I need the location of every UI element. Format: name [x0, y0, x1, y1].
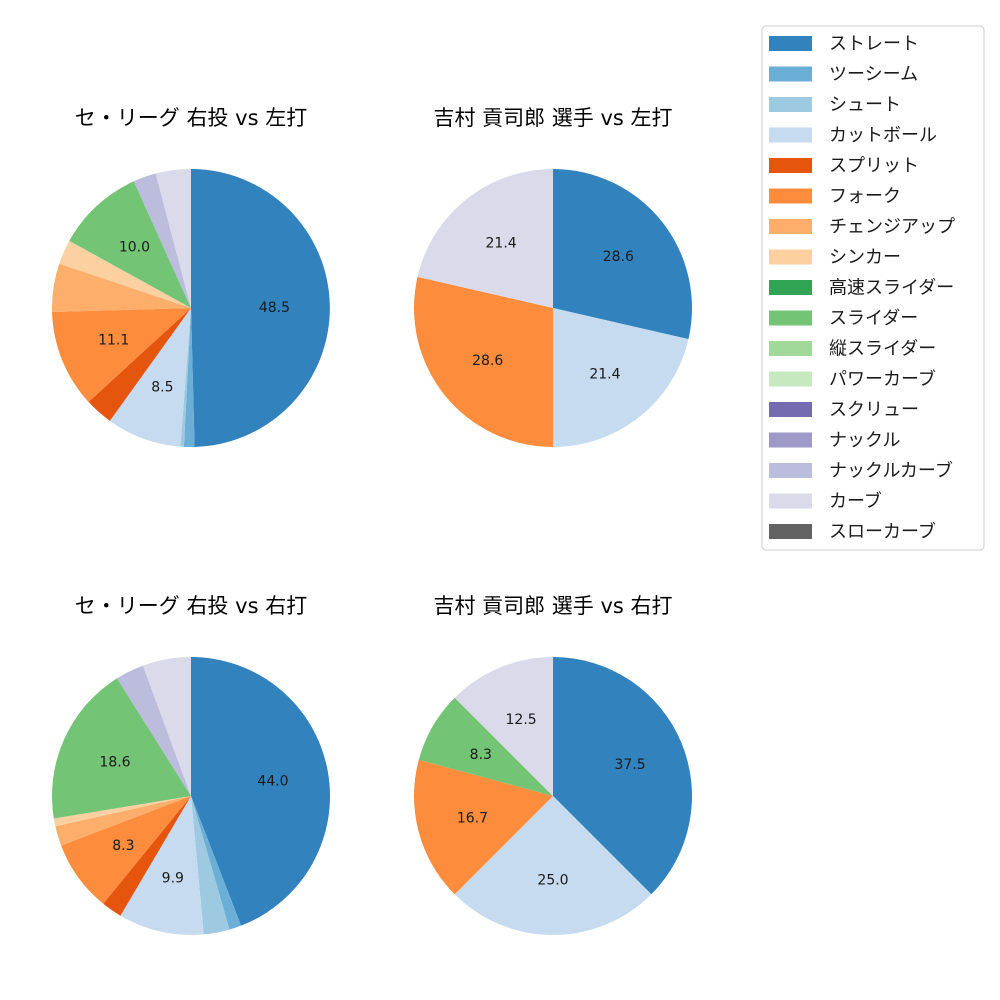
- legend-entry-label: チェンジアップ: [829, 217, 955, 238]
- legend-swatch: [769, 219, 812, 234]
- pie-slice: [133, 173, 191, 308]
- pie-slice: [191, 657, 330, 926]
- pie-slice: [59, 240, 191, 308]
- legend-swatch: [769, 280, 812, 295]
- pie-slice: [180, 308, 191, 447]
- pie-slice: [454, 796, 652, 936]
- pie-slice-value-label: 37.5: [615, 757, 646, 773]
- pie-slice-value-label: 11.1: [98, 332, 129, 348]
- pie-title-rhp-vs-rhb: セ・リーグ 右投 vs 右打: [75, 594, 307, 618]
- pie-title-rhp-vs-lhb: セ・リーグ 右投 vs 左打: [75, 106, 307, 130]
- pie-slice: [413, 759, 553, 895]
- pie-slice-value-label: 28.6: [472, 353, 503, 369]
- legend-swatch: [769, 341, 812, 356]
- pie-slice: [109, 308, 191, 447]
- legend-entry-label: カットボール: [829, 125, 937, 146]
- pie-slice: [414, 276, 553, 447]
- pie-title-yoshimura-vs-lhb: 吉村 貢司郎 選手 vs 左打: [433, 106, 672, 130]
- legend-entry-label: ナックル: [829, 430, 900, 451]
- pie-slice: [52, 308, 192, 402]
- legend-entry-label: 縦スライダー: [829, 339, 936, 360]
- legend-items: ストレートツーシームシュートカットボールスプリットフォークチェンジアップシンカー…: [769, 34, 955, 543]
- legend: ストレートツーシームシュートカットボールスプリットフォークチェンジアップシンカー…: [761, 25, 985, 551]
- pie-yoshimura-vs-rhb: 37.5 25.0 16.7 8.3 12.5: [413, 656, 693, 936]
- legend-entry-label: スクリュー: [829, 400, 919, 421]
- legend-swatch: [769, 36, 812, 51]
- pie-slice-value-label: 44.0: [257, 774, 288, 790]
- pie-slice: [155, 169, 191, 308]
- pie-slice-value-label: 9.9: [162, 870, 184, 886]
- pie-panel-yoshimura-vs-rhb: 吉村 貢司郎 選手 vs 右打 37.5 25.0 16.7 8.3 12.5: [413, 594, 693, 936]
- pie-slice: [69, 181, 191, 308]
- pie-slice: [553, 308, 689, 447]
- legend-entry-label: カーブ: [829, 490, 882, 512]
- pie-slice: [553, 169, 692, 340]
- legend-swatch: [769, 371, 812, 387]
- pie-slice: [183, 308, 195, 447]
- legend-swatch: [769, 432, 812, 448]
- pie-slice-value-label: 8.3: [112, 838, 134, 854]
- pie-slice: [417, 169, 553, 308]
- legend-entry-label: ナックルカーブ: [829, 460, 953, 482]
- pie-slice: [191, 169, 330, 447]
- legend-entry-label: スライダー: [829, 308, 918, 329]
- legend-swatch: [769, 188, 812, 204]
- pie-rhp-vs-rhb: 44.0 9.9 8.3 18.6: [52, 657, 330, 935]
- pie-slice: [418, 697, 553, 796]
- pie-slice: [117, 665, 191, 796]
- pie-rhp-vs-lhb: 48.5 8.5 11.1 10.0: [52, 169, 330, 447]
- pie-slice-value-label: 12.5: [506, 712, 537, 728]
- pie-slice: [52, 678, 191, 819]
- legend-entry-label: 高速スライダー: [829, 278, 954, 299]
- pie-slice: [55, 796, 191, 846]
- legend-entry-label: スプリット: [829, 156, 919, 177]
- legend-swatch: [769, 524, 812, 539]
- pie-slice: [88, 308, 191, 421]
- pie-slice: [61, 796, 191, 904]
- legend-swatch: [769, 402, 812, 417]
- pie-slice-value-label: 8.3: [470, 747, 492, 763]
- legend-swatch: [769, 97, 812, 112]
- legend-entry-label: シンカー: [829, 247, 901, 268]
- pie-slice-value-label: 16.7: [457, 811, 488, 827]
- pie-panel-yoshimura-vs-lhb: 吉村 貢司郎 選手 vs 左打 28.6 21.4 28.6 21.4: [414, 106, 692, 447]
- pie-panel-rhp-vs-lhb: セ・リーグ 右投 vs 左打 48.5 8.5 11.1 10.0: [52, 106, 330, 447]
- legend-entry-label: パワーカーブ: [829, 368, 936, 390]
- pie-slice: [191, 796, 242, 930]
- legend-frame: [761, 25, 985, 551]
- pie-slice: [454, 657, 553, 796]
- legend-swatch: [769, 158, 812, 173]
- pie-title-yoshimura-vs-rhb: 吉村 貢司郎 選手 vs 右打: [433, 594, 672, 618]
- pie-slice: [191, 796, 230, 935]
- pie-yoshimura-vs-lhb: 28.6 21.4 28.6 21.4: [414, 169, 692, 447]
- pie-slice: [103, 796, 191, 916]
- legend-swatch: [769, 493, 812, 509]
- pie-slice-value-label: 10.0: [119, 240, 150, 256]
- legend-entry-label: ストレート: [829, 34, 919, 55]
- pie-slice-value-label: 8.5: [151, 379, 173, 395]
- legend-swatch: [769, 127, 812, 143]
- pie-slice: [553, 656, 693, 895]
- legend-entry-label: シュート: [829, 95, 901, 116]
- pie-slice-value-label: 48.5: [259, 300, 290, 316]
- pie-slice: [53, 796, 191, 827]
- legend-entry-label: フォーク: [829, 186, 901, 207]
- legend-swatch: [769, 249, 812, 265]
- pie-slice: [142, 657, 191, 796]
- pie-slice-value-label: 21.4: [589, 366, 620, 382]
- legend-swatch: [769, 66, 812, 82]
- pie-slice: [52, 263, 191, 313]
- pie-slice-value-label: 28.6: [603, 249, 634, 265]
- legend-entry-label: スローカーブ: [829, 521, 936, 543]
- pie-slice: [120, 796, 204, 935]
- pie-slice-value-label: 25.0: [537, 872, 568, 888]
- legend-swatch: [769, 463, 812, 478]
- legend-entry-label: ツーシーム: [829, 64, 918, 85]
- legend-swatch: [769, 310, 812, 326]
- pie-slice-value-label: 18.6: [99, 755, 130, 771]
- pie-slice-value-label: 21.4: [486, 236, 517, 252]
- pie-panel-rhp-vs-rhb: セ・リーグ 右投 vs 右打 44.0 9.9 8.3 18.6: [52, 594, 330, 935]
